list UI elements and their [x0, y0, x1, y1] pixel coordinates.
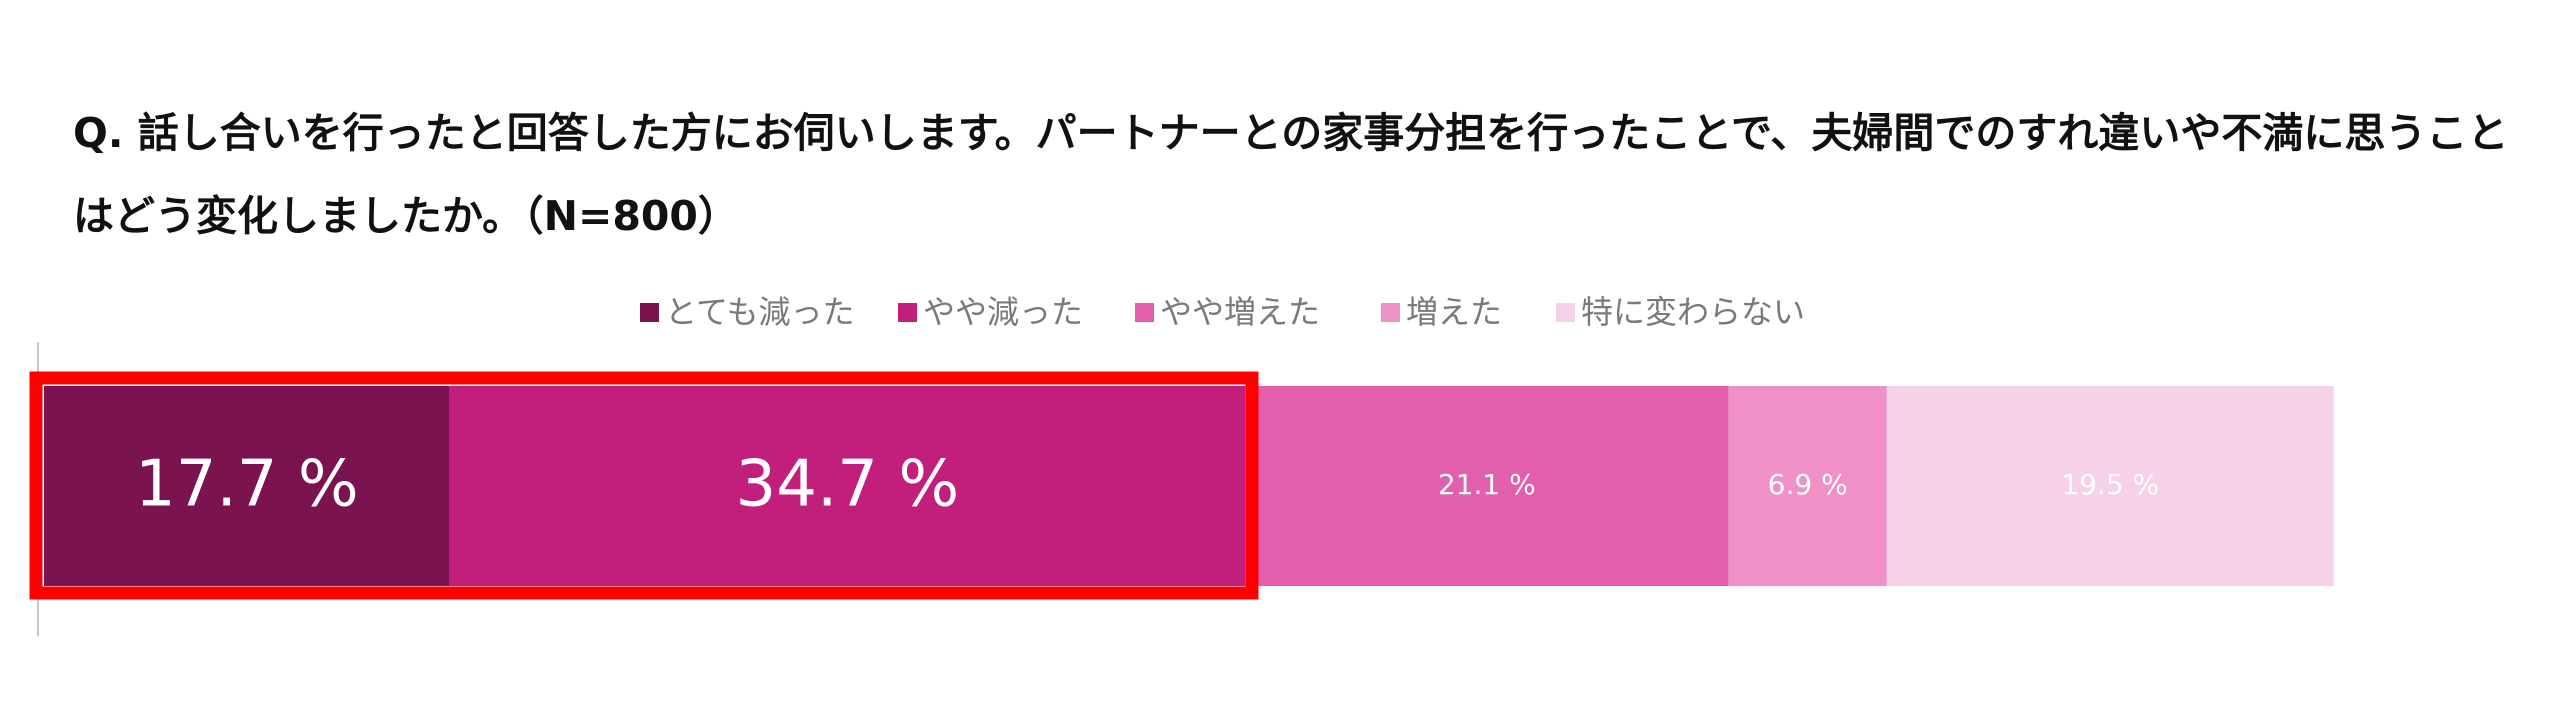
legend-label: 増えた	[1406, 293, 1502, 331]
data-label: 34.7 %	[736, 448, 960, 522]
legend-swatch	[1381, 303, 1400, 322]
legend-label: やや減った	[923, 293, 1083, 331]
bar-segment	[44, 386, 450, 586]
legend-label: やや増えた	[1160, 293, 1320, 331]
legend-swatch	[898, 303, 917, 322]
chart-title: Q. 話し合いを行ったと回答した方にお伺いします。パートナーとの家事分担を行った…	[73, 109, 2509, 240]
data-label: 19.5 %	[2061, 468, 2159, 501]
legend-swatch	[1135, 303, 1154, 322]
bar-segment	[1245, 386, 1729, 586]
data-label: 17.7 %	[135, 448, 359, 522]
bar-segment	[1886, 386, 2334, 586]
data-label: 21.1 %	[1438, 468, 1536, 501]
legend-swatch	[640, 303, 659, 322]
highlight-frame	[29, 371, 1259, 600]
legend-label: 特に変わらない	[1581, 293, 1805, 331]
bar-segment	[449, 386, 1246, 586]
legend-label: とても減った	[665, 293, 854, 331]
data-label: 6.9 %	[1768, 468, 1848, 501]
bar-segment	[1728, 386, 1887, 586]
legend-swatch	[1556, 303, 1575, 322]
